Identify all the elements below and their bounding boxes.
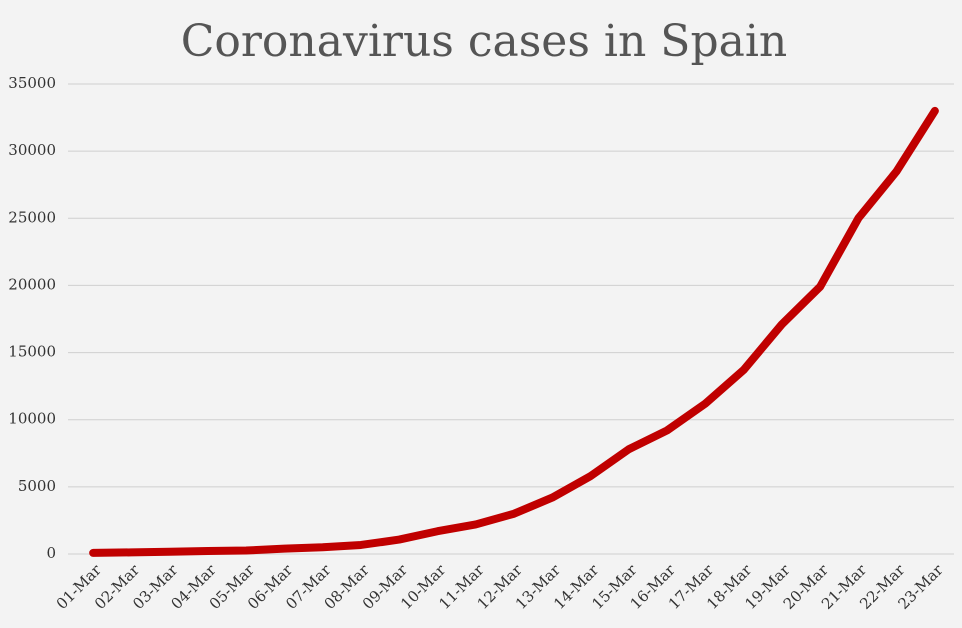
y-tick-label: 15000 bbox=[8, 343, 56, 361]
y-tick-label: 35000 bbox=[8, 74, 56, 92]
data-line bbox=[89, 106, 939, 557]
y-tick-label: 10000 bbox=[8, 410, 56, 428]
y-tick-label: 20000 bbox=[8, 275, 56, 293]
y-tick-label: 5000 bbox=[18, 477, 56, 495]
chart-title: Coronavirus cases in Spain bbox=[181, 16, 788, 67]
y-tick-label: 25000 bbox=[8, 208, 56, 226]
y-tick-label: 30000 bbox=[8, 141, 56, 159]
y-tick-label: 0 bbox=[46, 544, 56, 562]
